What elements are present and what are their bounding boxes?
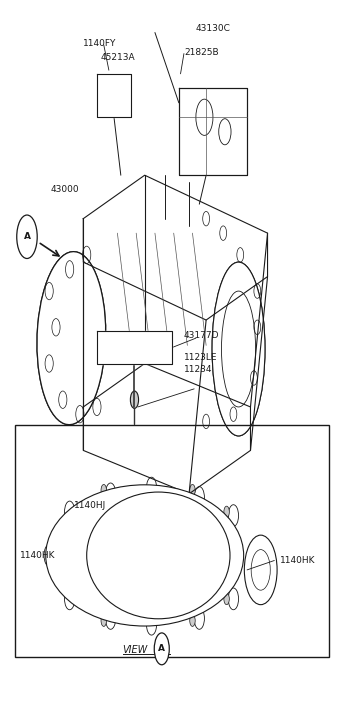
Text: 11234: 11234 [184,365,213,374]
Circle shape [194,486,204,508]
Text: A: A [23,232,31,241]
Text: 45213A: 45213A [100,53,135,63]
Circle shape [53,528,59,539]
Polygon shape [83,175,268,320]
Circle shape [194,608,204,630]
Ellipse shape [37,252,106,425]
Circle shape [106,483,116,505]
Text: 21825B: 21825B [184,47,218,57]
Circle shape [101,484,107,496]
Circle shape [101,615,107,627]
Circle shape [65,588,75,610]
Circle shape [44,545,54,566]
Text: 43000: 43000 [51,185,79,194]
Circle shape [53,571,59,583]
Circle shape [17,215,37,259]
Circle shape [244,535,277,605]
Text: 1140HJ: 1140HJ [74,501,106,510]
Circle shape [130,391,139,409]
Circle shape [228,588,238,610]
Circle shape [190,615,195,627]
Text: 1140HJ: 1140HJ [132,501,164,510]
Polygon shape [97,331,172,364]
Ellipse shape [46,485,244,626]
Circle shape [106,608,116,630]
Text: 43130C: 43130C [196,25,231,33]
Circle shape [224,593,229,605]
Text: 1140HK: 1140HK [279,556,315,565]
Text: 1140FY: 1140FY [83,39,117,48]
Text: 1140HK: 1140HK [20,551,56,560]
Circle shape [154,633,169,664]
Text: A: A [158,644,165,654]
Polygon shape [97,74,131,117]
Ellipse shape [87,492,230,619]
Circle shape [147,477,157,499]
Ellipse shape [212,262,265,436]
Circle shape [228,505,238,526]
Text: 43177D: 43177D [184,332,219,340]
Circle shape [65,501,75,523]
Text: 1123LE: 1123LE [184,353,217,362]
Polygon shape [179,88,247,175]
Circle shape [224,506,229,518]
Circle shape [147,614,157,635]
Circle shape [190,484,195,496]
Polygon shape [83,364,250,494]
Text: VIEW: VIEW [122,645,148,654]
